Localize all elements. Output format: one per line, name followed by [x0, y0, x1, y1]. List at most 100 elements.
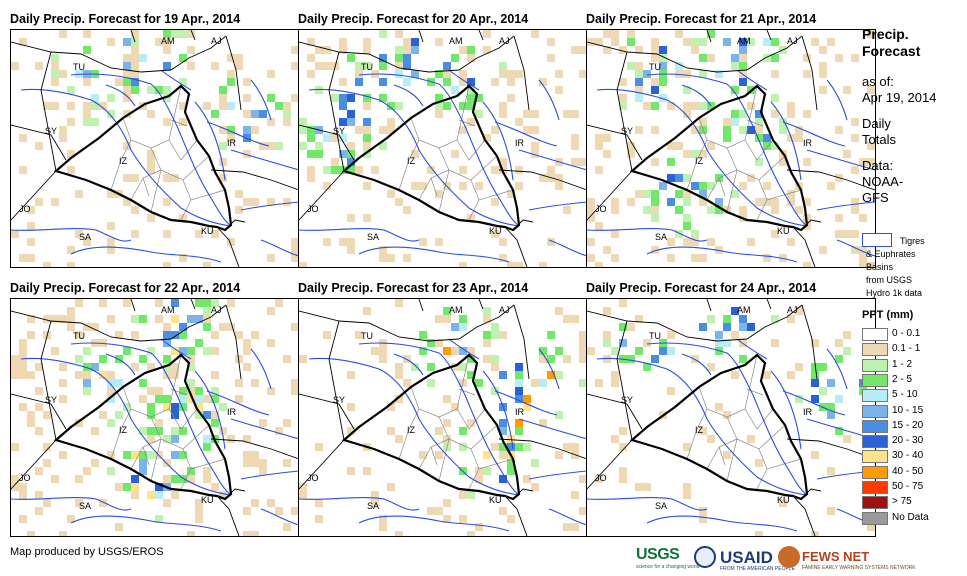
panel-title: Daily Precip. Forecast for 20 Apr., 2014 [298, 12, 529, 26]
usgs-logo[interactable]: USGS [636, 546, 680, 563]
country-border [225, 304, 242, 380]
iraq-border [53, 84, 233, 232]
precip-cell [59, 70, 67, 78]
country-label: SA [655, 232, 667, 242]
precip-cell [419, 238, 427, 246]
precip-cell [595, 134, 603, 142]
country-label: AJ [211, 305, 222, 315]
precip-cell [827, 403, 835, 411]
precip-cell [579, 379, 587, 387]
precip-cell [483, 307, 491, 315]
precip-cell [179, 254, 187, 262]
usgs-tagline: science for a changing world [636, 564, 700, 570]
precip-cell [19, 483, 27, 491]
precip-cell [667, 347, 675, 355]
precip-cell [147, 110, 155, 118]
precip-cell [507, 78, 515, 86]
precip-cell [707, 435, 715, 443]
river-line [160, 338, 192, 360]
precip-cell [147, 427, 155, 435]
precip-cell [739, 54, 747, 62]
precip-cell [155, 395, 163, 403]
precip-cell [651, 126, 659, 134]
precip-cell [395, 531, 403, 536]
precip-cell [459, 443, 467, 451]
precip-cell [131, 78, 139, 86]
precip-cell [107, 110, 115, 118]
precip-cell [139, 467, 147, 475]
usaid-logo[interactable]: USAID [720, 548, 773, 567]
precip-cell [67, 323, 75, 331]
precip-cell [659, 62, 667, 70]
precip-cell [155, 427, 163, 435]
precip-cell [507, 515, 515, 523]
precip-cell [611, 30, 619, 38]
precip-cell [107, 246, 115, 254]
river-line [206, 121, 270, 147]
precip-cell [251, 379, 259, 387]
precip-cell [171, 451, 179, 459]
precip-cell [403, 62, 411, 70]
country-label: JO [307, 204, 319, 214]
precip-cell [683, 443, 691, 451]
precip-map[interactable]: AM AJ TU SY IR IZ JO SA KU [298, 29, 588, 268]
precip-cell [723, 451, 731, 459]
precip-cell [107, 395, 115, 403]
precip-cell [867, 158, 875, 166]
precip-cell [163, 86, 171, 94]
precip-cell [243, 150, 251, 158]
precip-cell [219, 142, 227, 150]
precip-cell [363, 142, 371, 150]
precip-cell [523, 443, 531, 451]
precip-cell [515, 70, 523, 78]
river-line [646, 342, 808, 496]
basin-legend-text: Tigres & Euphrates Basins from USGS Hydr… [866, 235, 966, 300]
precip-cell [467, 419, 475, 427]
legend-swatch [862, 419, 888, 433]
precip-cell [395, 46, 403, 54]
country-border [328, 51, 345, 172]
precip-cell [147, 387, 155, 395]
precip-cell [467, 347, 475, 355]
country-label: SY [621, 395, 633, 405]
precip-cell [211, 395, 219, 403]
precip-cell [291, 387, 299, 395]
precip-cell [499, 110, 507, 118]
precip-cell [819, 246, 827, 254]
precip-map[interactable]: AM AJ TU SY IR IZ JO SA KU [10, 298, 300, 537]
precip-cell [139, 459, 147, 467]
precip-map[interactable]: AM AJ TU SY IR IZ JO SA KU [586, 298, 876, 537]
precip-cell [171, 347, 179, 355]
precip-cell [43, 459, 51, 467]
precip-cell [811, 531, 819, 536]
precip-cell [683, 491, 691, 499]
precip-cell [107, 451, 115, 459]
precip-cell [299, 126, 307, 134]
precip-cell [715, 70, 723, 78]
precip-cell [235, 395, 243, 403]
precip-cell [451, 403, 459, 411]
precip-cell [283, 419, 291, 427]
precip-cell [435, 427, 443, 435]
river-line [587, 228, 708, 242]
precip-cell [27, 238, 35, 246]
precip-cell [147, 451, 155, 459]
fews-net-logo[interactable]: FEWS NET [802, 549, 870, 564]
precip-cell [51, 62, 59, 70]
precip-map[interactable]: AM AJ TU SY IR IZ JO SA KU [10, 29, 300, 268]
precip-cell [555, 347, 563, 355]
precip-cell [539, 174, 547, 182]
legend-label: 15 - 20 [892, 419, 924, 431]
precip-map[interactable]: AM AJ TU SY IR IZ JO SA KU [298, 298, 588, 537]
legend-label: 30 - 40 [892, 450, 924, 462]
precip-cell [563, 523, 571, 531]
river-line [358, 73, 520, 227]
province-lines [110, 85, 226, 221]
country-label: AM [161, 305, 175, 315]
precip-cell [243, 110, 251, 118]
precip-cell [459, 323, 467, 331]
precip-cell [267, 94, 275, 102]
precip-map[interactable]: AM AJ TU SY IR IZ JO SA KU [586, 29, 876, 268]
precip-cell [755, 126, 763, 134]
forecast-panel-6: Daily Precip. Forecast for 24 Apr., 2014… [586, 279, 876, 537]
